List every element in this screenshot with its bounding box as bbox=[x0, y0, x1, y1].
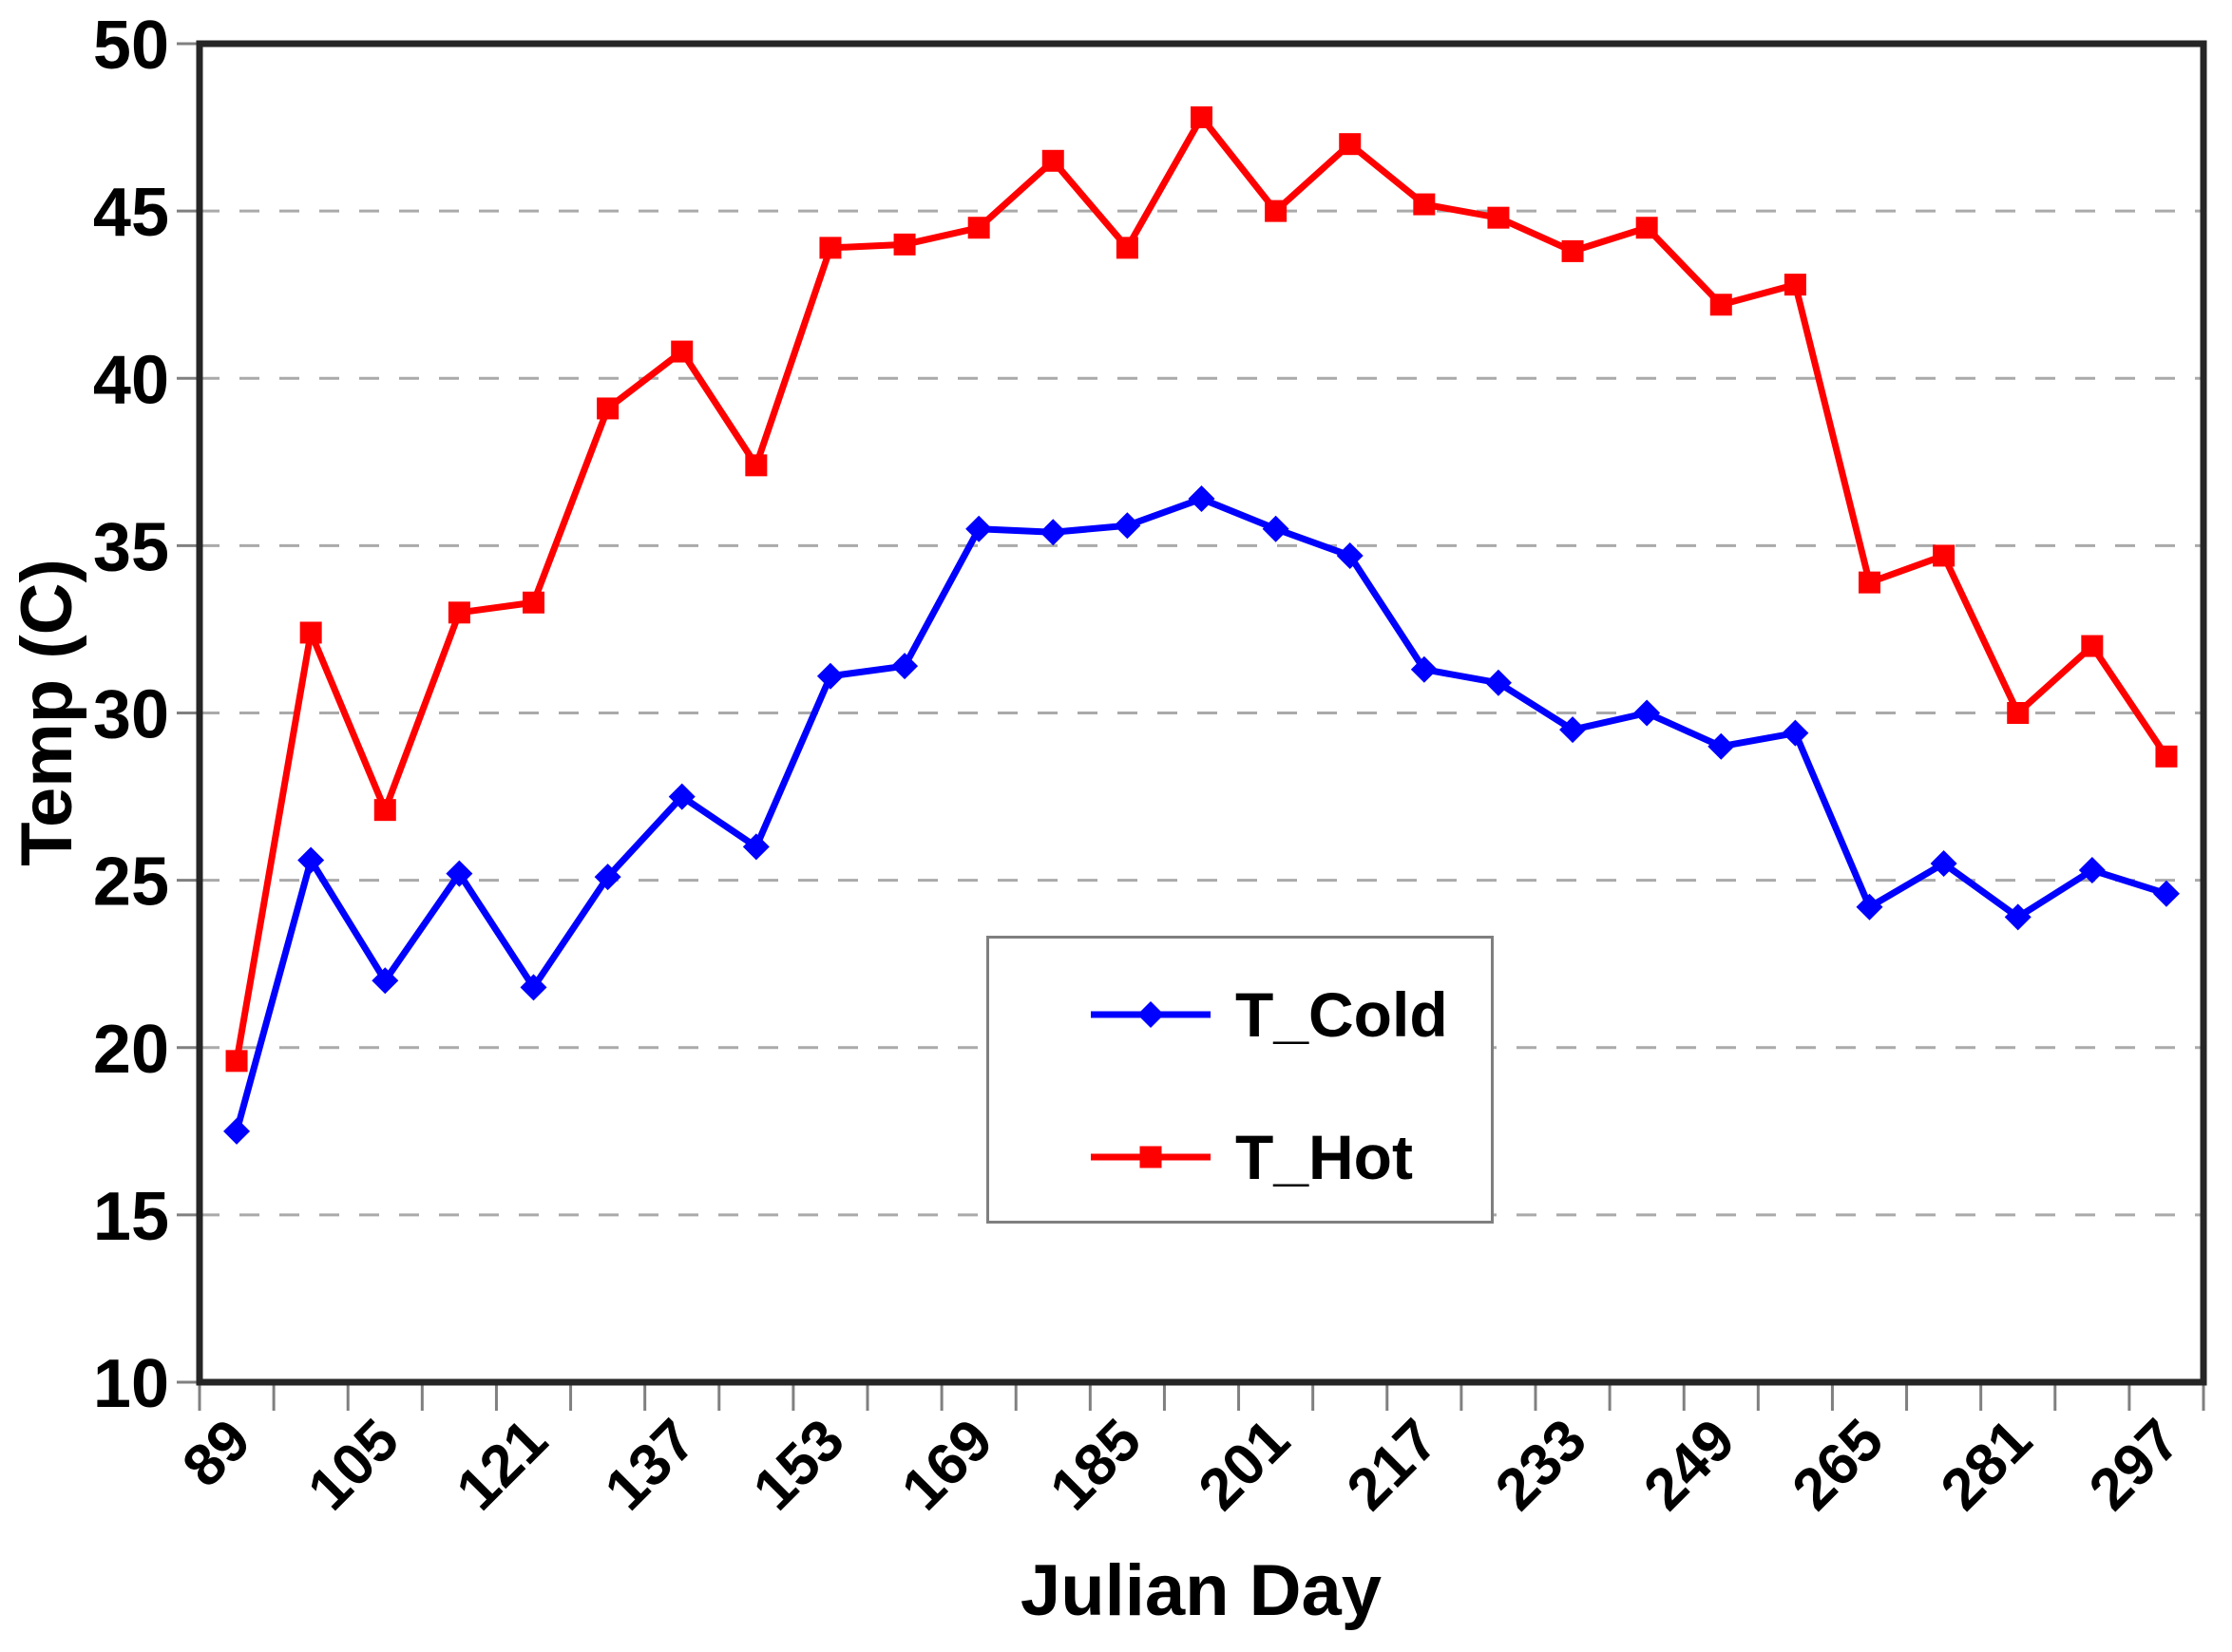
T_Cold-marker bbox=[1114, 512, 1141, 540]
T_Cold-marker bbox=[1040, 519, 1067, 546]
T_Hot-marker bbox=[819, 237, 842, 259]
series-T_Cold bbox=[223, 485, 2180, 1145]
T_Hot-marker bbox=[523, 591, 544, 614]
x-tick-label: 281 bbox=[1929, 1407, 2045, 1523]
x-tick-label: 169 bbox=[889, 1407, 1005, 1523]
legend-marker bbox=[1137, 1001, 1164, 1028]
T_Hot-marker bbox=[597, 397, 620, 420]
T_Hot-marker bbox=[1041, 149, 1064, 172]
T_Hot-marker bbox=[745, 454, 768, 477]
T_Hot-marker bbox=[373, 799, 396, 822]
legend-item-T_Cold: T_Cold bbox=[1089, 979, 1448, 1050]
T_Cold-marker bbox=[1559, 716, 1587, 744]
x-tick-label: 201 bbox=[1187, 1407, 1303, 1523]
y-tick-label: 20 bbox=[93, 1012, 169, 1088]
legend-box: T_Cold T_Hot bbox=[986, 936, 1494, 1224]
x-tick-label: 233 bbox=[1483, 1407, 1599, 1523]
T_Hot-marker bbox=[1487, 206, 1510, 229]
y-axis-title: Temp (C) bbox=[7, 559, 87, 866]
T_Hot-marker bbox=[1339, 133, 1362, 156]
plot-border bbox=[196, 40, 2207, 1386]
legend-marker bbox=[1139, 1146, 1162, 1168]
y-tick-label: 50 bbox=[93, 8, 169, 84]
plot-border-rect bbox=[196, 40, 2207, 1386]
T_Hot-marker bbox=[967, 217, 990, 239]
legend-label: T_Cold bbox=[1235, 979, 1448, 1050]
y-tick-label: 15 bbox=[93, 1179, 169, 1255]
T_Cold-marker bbox=[1782, 719, 1809, 747]
legend-diamond-icon bbox=[1091, 1001, 1211, 1028]
y-tick-label: 10 bbox=[93, 1346, 169, 1422]
T_Hot-marker bbox=[1784, 274, 1806, 296]
T_Cold-marker bbox=[2078, 857, 2106, 884]
legend-label: T_Hot bbox=[1235, 1122, 1413, 1192]
T_Hot-marker bbox=[1265, 199, 1288, 222]
T_Hot-marker bbox=[299, 621, 322, 644]
x-tick-label: 185 bbox=[1038, 1407, 1154, 1523]
T_Hot-marker bbox=[1191, 105, 1212, 128]
y-tick-label: 30 bbox=[93, 677, 169, 753]
T_Hot-marker bbox=[225, 1050, 248, 1073]
x-tick-label: 249 bbox=[1631, 1407, 1747, 1523]
T_Hot-marker bbox=[1933, 544, 1955, 567]
T_Cold-marker bbox=[446, 860, 473, 887]
T_Cold-marker bbox=[1484, 669, 1512, 696]
T_Cold-marker bbox=[594, 864, 621, 891]
axis-ticks bbox=[177, 42, 2205, 1411]
x-tick-label: 105 bbox=[296, 1407, 411, 1523]
T_Hot-marker bbox=[1635, 217, 1658, 239]
y-tick-label: 35 bbox=[93, 509, 169, 585]
T_Hot-marker bbox=[1561, 239, 1584, 262]
x-axis-title: Julian Day bbox=[1021, 1550, 1382, 1631]
T_Cold-marker bbox=[1262, 515, 1289, 542]
T_Cold-marker bbox=[297, 846, 325, 874]
T_Cold-marker bbox=[1188, 485, 1215, 513]
T_Cold-marker bbox=[816, 662, 844, 690]
T_Hot-marker bbox=[2007, 702, 2030, 724]
T_Hot-marker bbox=[671, 340, 694, 363]
x-tick-label: 137 bbox=[593, 1407, 709, 1523]
T_Cold-marker bbox=[2004, 903, 2032, 931]
T_Hot-marker bbox=[1116, 237, 1138, 259]
x-tick-label: 265 bbox=[1780, 1407, 1896, 1523]
T_Hot-marker bbox=[1413, 193, 1436, 216]
T_Hot-marker bbox=[448, 601, 470, 624]
T_Cold-marker bbox=[965, 515, 993, 542]
T_Cold-marker bbox=[1707, 732, 1735, 760]
x-tick-label: 217 bbox=[1335, 1407, 1451, 1523]
y-tick-label: 45 bbox=[93, 175, 169, 251]
T_Cold-marker bbox=[1410, 655, 1438, 683]
legend-item-T_Hot: T_Hot bbox=[1089, 1122, 1413, 1192]
x-tick-label: 121 bbox=[444, 1407, 560, 1523]
T_Cold-marker bbox=[742, 833, 770, 861]
T_Hot-marker bbox=[2155, 745, 2178, 768]
x-tick-label: 153 bbox=[741, 1407, 857, 1523]
series-T_Hot bbox=[225, 105, 2178, 1073]
T_Hot-marker bbox=[1709, 294, 1732, 316]
T_Cold-marker bbox=[668, 783, 696, 810]
T_Cold-marker bbox=[1633, 699, 1661, 727]
T_Hot-marker bbox=[2081, 635, 2104, 657]
axis-tick-labels: 10 15 20 25 30 35 40 45 50 89 105 121 137 153 169 185 20… bbox=[93, 8, 2193, 1523]
y-tick-label: 40 bbox=[93, 342, 169, 418]
T_Hot-marker bbox=[1859, 571, 1880, 594]
T_Cold-marker bbox=[1930, 850, 1957, 878]
T_Cold-marker bbox=[1856, 893, 1883, 921]
x-tick-label: 89 bbox=[170, 1407, 263, 1500]
T_Cold-marker bbox=[372, 967, 399, 995]
legend-square-icon bbox=[1091, 1146, 1211, 1168]
y-tick-label: 25 bbox=[93, 845, 169, 921]
T_Cold-marker bbox=[1336, 541, 1364, 569]
x-tick-label: 297 bbox=[2077, 1407, 2193, 1523]
T_Cold-marker bbox=[2152, 880, 2180, 907]
T_Cold-marker bbox=[520, 974, 547, 1001]
T_Hot-marker bbox=[893, 233, 916, 256]
T_Cold-marker bbox=[891, 653, 919, 680]
data-series bbox=[223, 105, 2180, 1145]
T_Cold-marker bbox=[223, 1117, 251, 1145]
